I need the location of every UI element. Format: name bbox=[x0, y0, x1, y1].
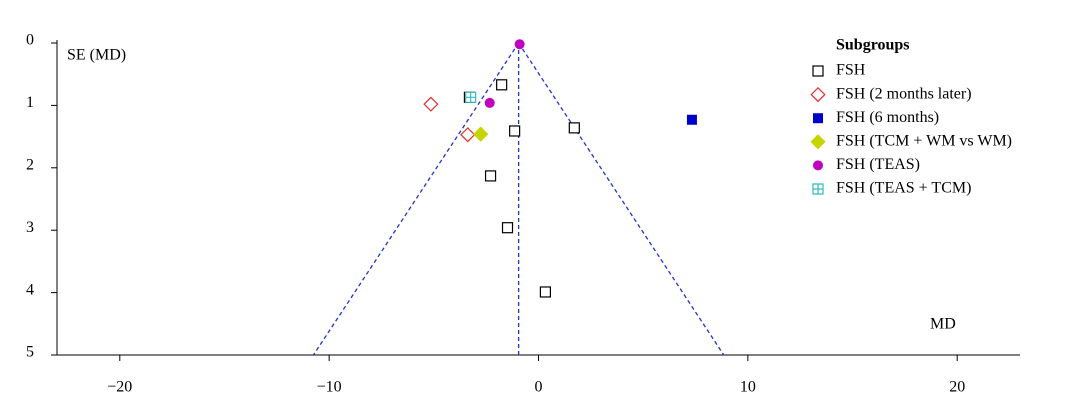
y-tick-label: 1 bbox=[26, 94, 34, 111]
marker bbox=[465, 91, 477, 103]
marker bbox=[509, 125, 521, 137]
marker bbox=[686, 114, 697, 125]
marker bbox=[501, 222, 514, 234]
y-tick-label: 4 bbox=[26, 281, 34, 298]
legend-label: FSH (TEAS) bbox=[836, 156, 920, 173]
marker bbox=[423, 96, 439, 112]
legend-label: FSH (6 months) bbox=[836, 109, 939, 126]
marker bbox=[484, 97, 495, 108]
y-axis-label: SE (MD) bbox=[67, 47, 126, 64]
y-tick-label: 3 bbox=[26, 219, 34, 236]
funnel-line bbox=[518, 42, 725, 356]
x-tick-label: 10 bbox=[740, 379, 756, 396]
legend-label: FSH (TCM + WM vs WM) bbox=[836, 132, 1012, 149]
funnel-line bbox=[312, 42, 520, 356]
y-tick-label: 0 bbox=[26, 32, 34, 49]
y-tick-label: 5 bbox=[26, 344, 34, 361]
legend-marker bbox=[813, 160, 823, 171]
marker bbox=[514, 39, 525, 50]
legend-marker bbox=[812, 183, 824, 195]
x-axis-label: MD bbox=[930, 316, 956, 333]
legend-label: FSH bbox=[836, 62, 866, 79]
legend-title: Subgroups bbox=[836, 37, 910, 54]
legend-marker bbox=[810, 134, 826, 150]
legend-label: FSH (TEAS + TCM) bbox=[836, 180, 971, 197]
marker bbox=[496, 79, 508, 91]
legend-marker bbox=[810, 87, 826, 103]
x-tick-label: 0 bbox=[535, 379, 543, 396]
marker bbox=[473, 126, 489, 142]
legend-marker bbox=[813, 113, 823, 124]
legend-label: FSH (2 months later) bbox=[836, 85, 972, 102]
marker bbox=[484, 170, 497, 182]
x-tick-label: −20 bbox=[107, 379, 132, 396]
marker bbox=[460, 127, 476, 143]
marker bbox=[539, 286, 552, 298]
marker bbox=[568, 122, 580, 134]
x-tick-label: −10 bbox=[317, 379, 342, 396]
legend-marker bbox=[812, 65, 824, 77]
y-tick-label: 2 bbox=[26, 156, 34, 173]
x-tick-label: 20 bbox=[949, 379, 965, 396]
